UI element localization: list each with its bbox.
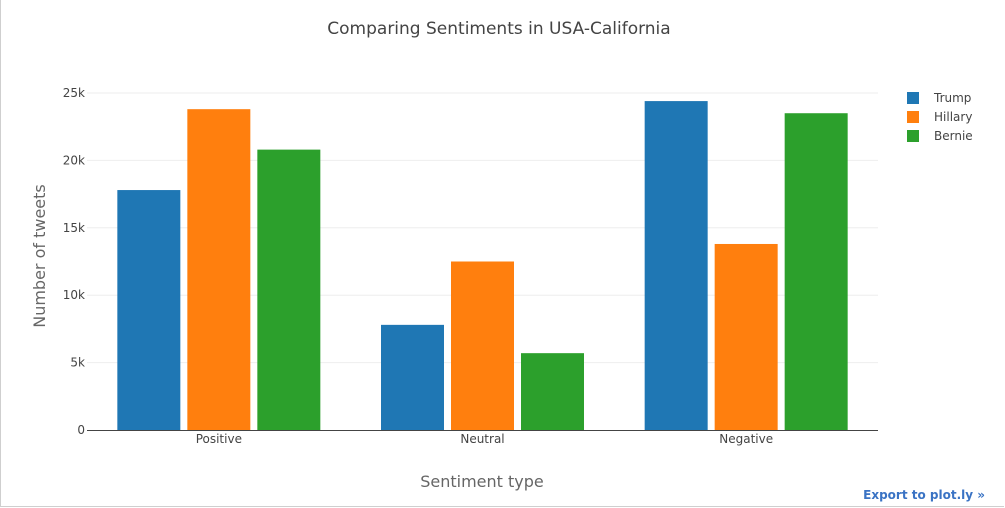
legend[interactable]: Trump Hillary Bernie (907, 91, 973, 143)
bar-hillary-positive[interactable] (187, 109, 251, 431)
y-tick-label: 10k (63, 288, 85, 302)
export-to-plotly-link[interactable]: Export to plot.ly » (863, 488, 985, 502)
x-tick-label: Neutral (460, 432, 504, 446)
bar-trump-neutral[interactable] (381, 324, 444, 430)
x-tick-label: Positive (196, 432, 242, 446)
legend-item-bernie[interactable]: Bernie (907, 129, 973, 143)
legend-item-trump[interactable]: Trump (907, 91, 971, 105)
legend-item-hillary[interactable]: Hillary (907, 110, 972, 124)
legend-label: Hillary (934, 110, 972, 124)
bar-bernie-negative[interactable] (784, 113, 848, 430)
legend-swatch (907, 111, 919, 123)
bar-bernie-positive[interactable] (257, 149, 321, 430)
y-tick-label: 20k (63, 153, 85, 167)
legend-swatch (907, 92, 919, 104)
legend-label: Trump (933, 91, 971, 105)
x-axis-title: Sentiment type (420, 472, 544, 491)
y-tick-label: 0 (77, 423, 85, 437)
bars (117, 101, 848, 431)
y-axis-title: Number of tweets (30, 184, 49, 328)
y-tick-label: 25k (63, 86, 85, 100)
bar-hillary-neutral[interactable] (451, 261, 514, 431)
chart-title: Comparing Sentiments in USA-California (327, 19, 670, 39)
y-tick-label: 15k (63, 221, 85, 235)
legend-label: Bernie (934, 129, 973, 143)
bar-trump-positive[interactable] (117, 190, 181, 430)
bar-hillary-negative[interactable] (714, 243, 778, 430)
bar-trump-negative[interactable] (644, 101, 708, 430)
legend-swatch (907, 130, 919, 142)
tick-labels: 0 5k 10k 15k 20k 25k Positive Neutral Negative (63, 86, 773, 446)
y-tick-label: 5k (70, 356, 85, 370)
x-tick-label: Negative (719, 432, 773, 446)
bar-bernie-neutral[interactable] (521, 353, 584, 430)
